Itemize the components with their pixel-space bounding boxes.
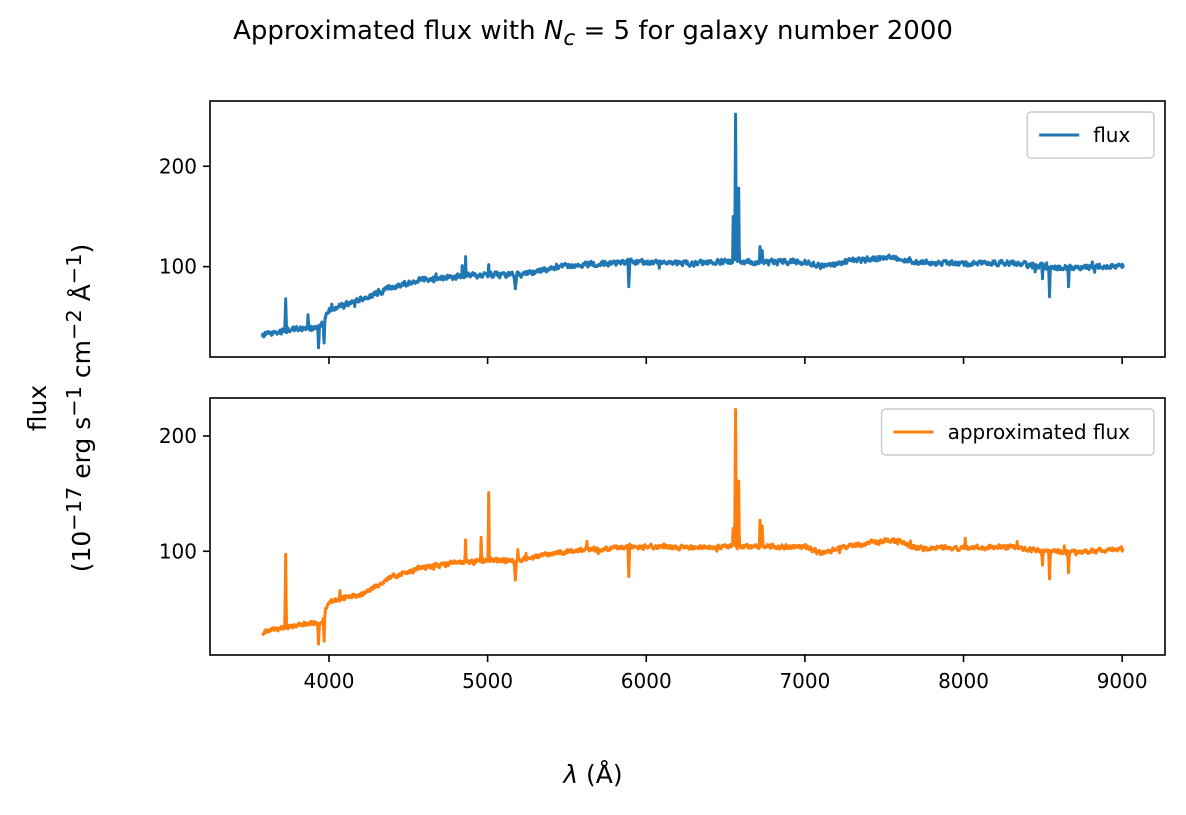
- x-tick-label: 7000: [779, 669, 830, 693]
- legend-box: [880, 408, 1155, 456]
- y-tick-label: 100: [159, 255, 197, 279]
- x-axis-label: λ (Å): [563, 760, 623, 789]
- x-tick-label: 4000: [304, 669, 355, 693]
- series-line-flux: [260, 112, 1125, 350]
- legend-label: flux: [1093, 123, 1130, 147]
- chart-title: Approximated flux with Nc = 5 for galaxy…: [233, 16, 953, 52]
- panel-2: 100 200 4000 5000 6000 7000 8000 9000 approximat…: [159, 397, 1166, 693]
- y-tick-label: 200: [159, 154, 197, 178]
- series-line-approximated-flux: [261, 408, 1125, 646]
- x-tick-label: 8000: [938, 669, 989, 693]
- panel-1: 100 200 flux: [159, 100, 1166, 364]
- x-tick-label: 9000: [1097, 669, 1148, 693]
- y-tick-label: 200: [159, 424, 197, 448]
- axes-frame: [209, 397, 1166, 656]
- axes-frame: [209, 100, 1166, 358]
- legend-label: approximated flux: [948, 420, 1131, 444]
- y-tick-label: 100: [159, 539, 197, 563]
- x-tick-label: 6000: [621, 669, 672, 693]
- x-tick-label: 5000: [462, 669, 513, 693]
- panels: 100 200 flux 100 200 4000 5000 6000 7000 8000 9000…: [159, 100, 1166, 693]
- legend-box: [1026, 111, 1155, 159]
